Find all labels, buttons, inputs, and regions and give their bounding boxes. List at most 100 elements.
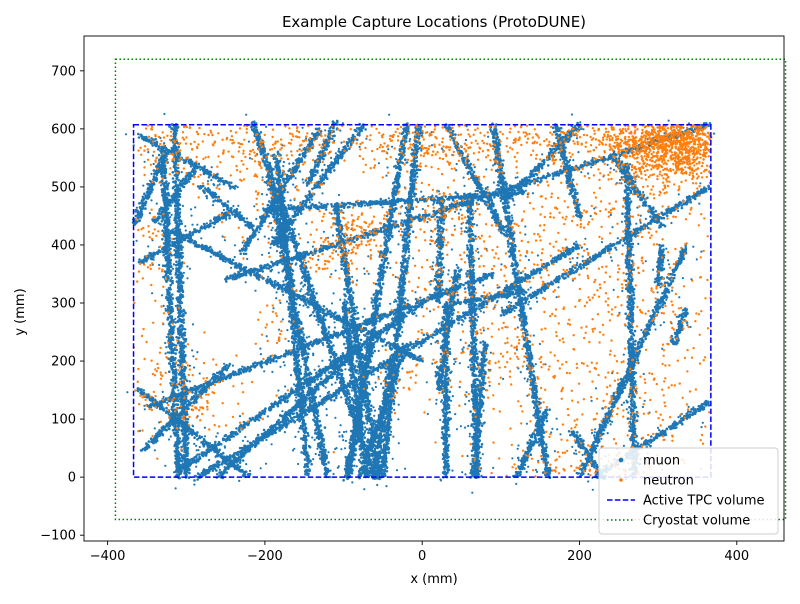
muon-point — [278, 180, 281, 183]
muon-point — [168, 256, 171, 259]
muon-point — [171, 293, 174, 296]
muon-point — [219, 200, 222, 203]
muon-point — [161, 191, 164, 194]
muon-point — [329, 470, 331, 472]
muon-point — [181, 257, 183, 259]
muon-point — [295, 369, 298, 372]
muon-point — [278, 329, 280, 331]
muon-point — [180, 285, 183, 288]
muon-point — [167, 427, 170, 430]
muon-point — [349, 400, 352, 403]
muon-point — [169, 272, 172, 275]
muon-point — [223, 209, 225, 211]
muon-point — [210, 193, 213, 196]
muon-point — [172, 379, 175, 382]
muon-point — [185, 471, 187, 473]
muon-point — [166, 265, 169, 268]
muon-point — [284, 276, 287, 279]
muon-point — [175, 222, 178, 225]
muon-point — [215, 220, 218, 223]
muon-point — [178, 260, 181, 263]
muon-point — [279, 302, 281, 304]
muon-point — [164, 194, 167, 197]
muon-point — [294, 367, 296, 369]
muon-point — [179, 359, 181, 361]
muon-point — [169, 321, 172, 324]
muon-point — [177, 422, 180, 425]
muon-point — [278, 167, 281, 170]
muon-point — [179, 231, 181, 233]
muon-point — [324, 449, 327, 452]
muon-point — [239, 470, 242, 473]
muon-point — [321, 455, 324, 458]
muon-point — [186, 265, 188, 267]
muon-point — [223, 203, 226, 206]
muon-point — [219, 217, 222, 220]
muon-point — [303, 363, 306, 366]
muon-point — [219, 183, 221, 185]
muon-point — [189, 268, 191, 270]
muon-point — [183, 413, 186, 416]
muon-point — [180, 301, 183, 304]
muon-point — [324, 460, 327, 463]
muon-point — [301, 327, 304, 330]
muon-point — [182, 296, 184, 298]
muon-point — [304, 458, 307, 461]
muon-point — [165, 168, 168, 171]
muon-point — [287, 306, 290, 309]
muon-point — [325, 386, 327, 388]
muon-point — [212, 373, 215, 376]
muon-point — [189, 428, 192, 431]
muon-point — [178, 437, 181, 440]
muon-point — [205, 195, 208, 198]
muon-point — [297, 431, 299, 433]
muon-point — [177, 167, 180, 170]
muon-point — [175, 434, 178, 437]
muon-point — [192, 323, 194, 325]
muon-point — [183, 310, 186, 313]
muon-point — [175, 264, 178, 267]
muon-point — [200, 391, 203, 394]
muon-point — [175, 227, 177, 229]
muon-point — [304, 463, 307, 466]
muon-point — [161, 433, 163, 435]
muon-point — [171, 280, 174, 283]
muon-point — [296, 360, 299, 363]
muon-point — [175, 487, 177, 489]
muon-point — [300, 451, 303, 454]
muon-point — [126, 391, 128, 393]
muon-point — [286, 240, 289, 243]
muon-point — [174, 217, 177, 220]
muon-point — [200, 225, 203, 228]
muon-point — [296, 312, 299, 315]
muon-point — [275, 217, 278, 220]
muon-point — [246, 221, 249, 224]
muon-point — [189, 403, 192, 406]
muon-point — [309, 446, 312, 449]
muon-point — [174, 145, 177, 148]
muon-point — [149, 399, 152, 402]
muon-point — [308, 336, 310, 338]
muon-point — [281, 250, 284, 253]
muon-point — [191, 349, 193, 351]
muon-point — [161, 180, 164, 183]
muon-point — [308, 468, 311, 471]
muon-point — [143, 389, 145, 391]
muon-point — [187, 418, 190, 421]
muon-point — [180, 425, 183, 428]
muon-point — [182, 246, 184, 248]
muon-point — [170, 299, 172, 301]
muon-point — [150, 255, 153, 258]
muon-point — [286, 301, 288, 303]
muon-point — [295, 366, 298, 369]
muon-point — [141, 261, 144, 264]
muon-point — [261, 193, 263, 195]
muon-point — [148, 440, 151, 443]
muon-point — [168, 370, 171, 373]
muon-point — [217, 450, 220, 453]
muon-point — [176, 129, 179, 132]
muon-point — [166, 299, 169, 302]
muon-point — [169, 309, 172, 312]
muon-point — [244, 436, 246, 438]
